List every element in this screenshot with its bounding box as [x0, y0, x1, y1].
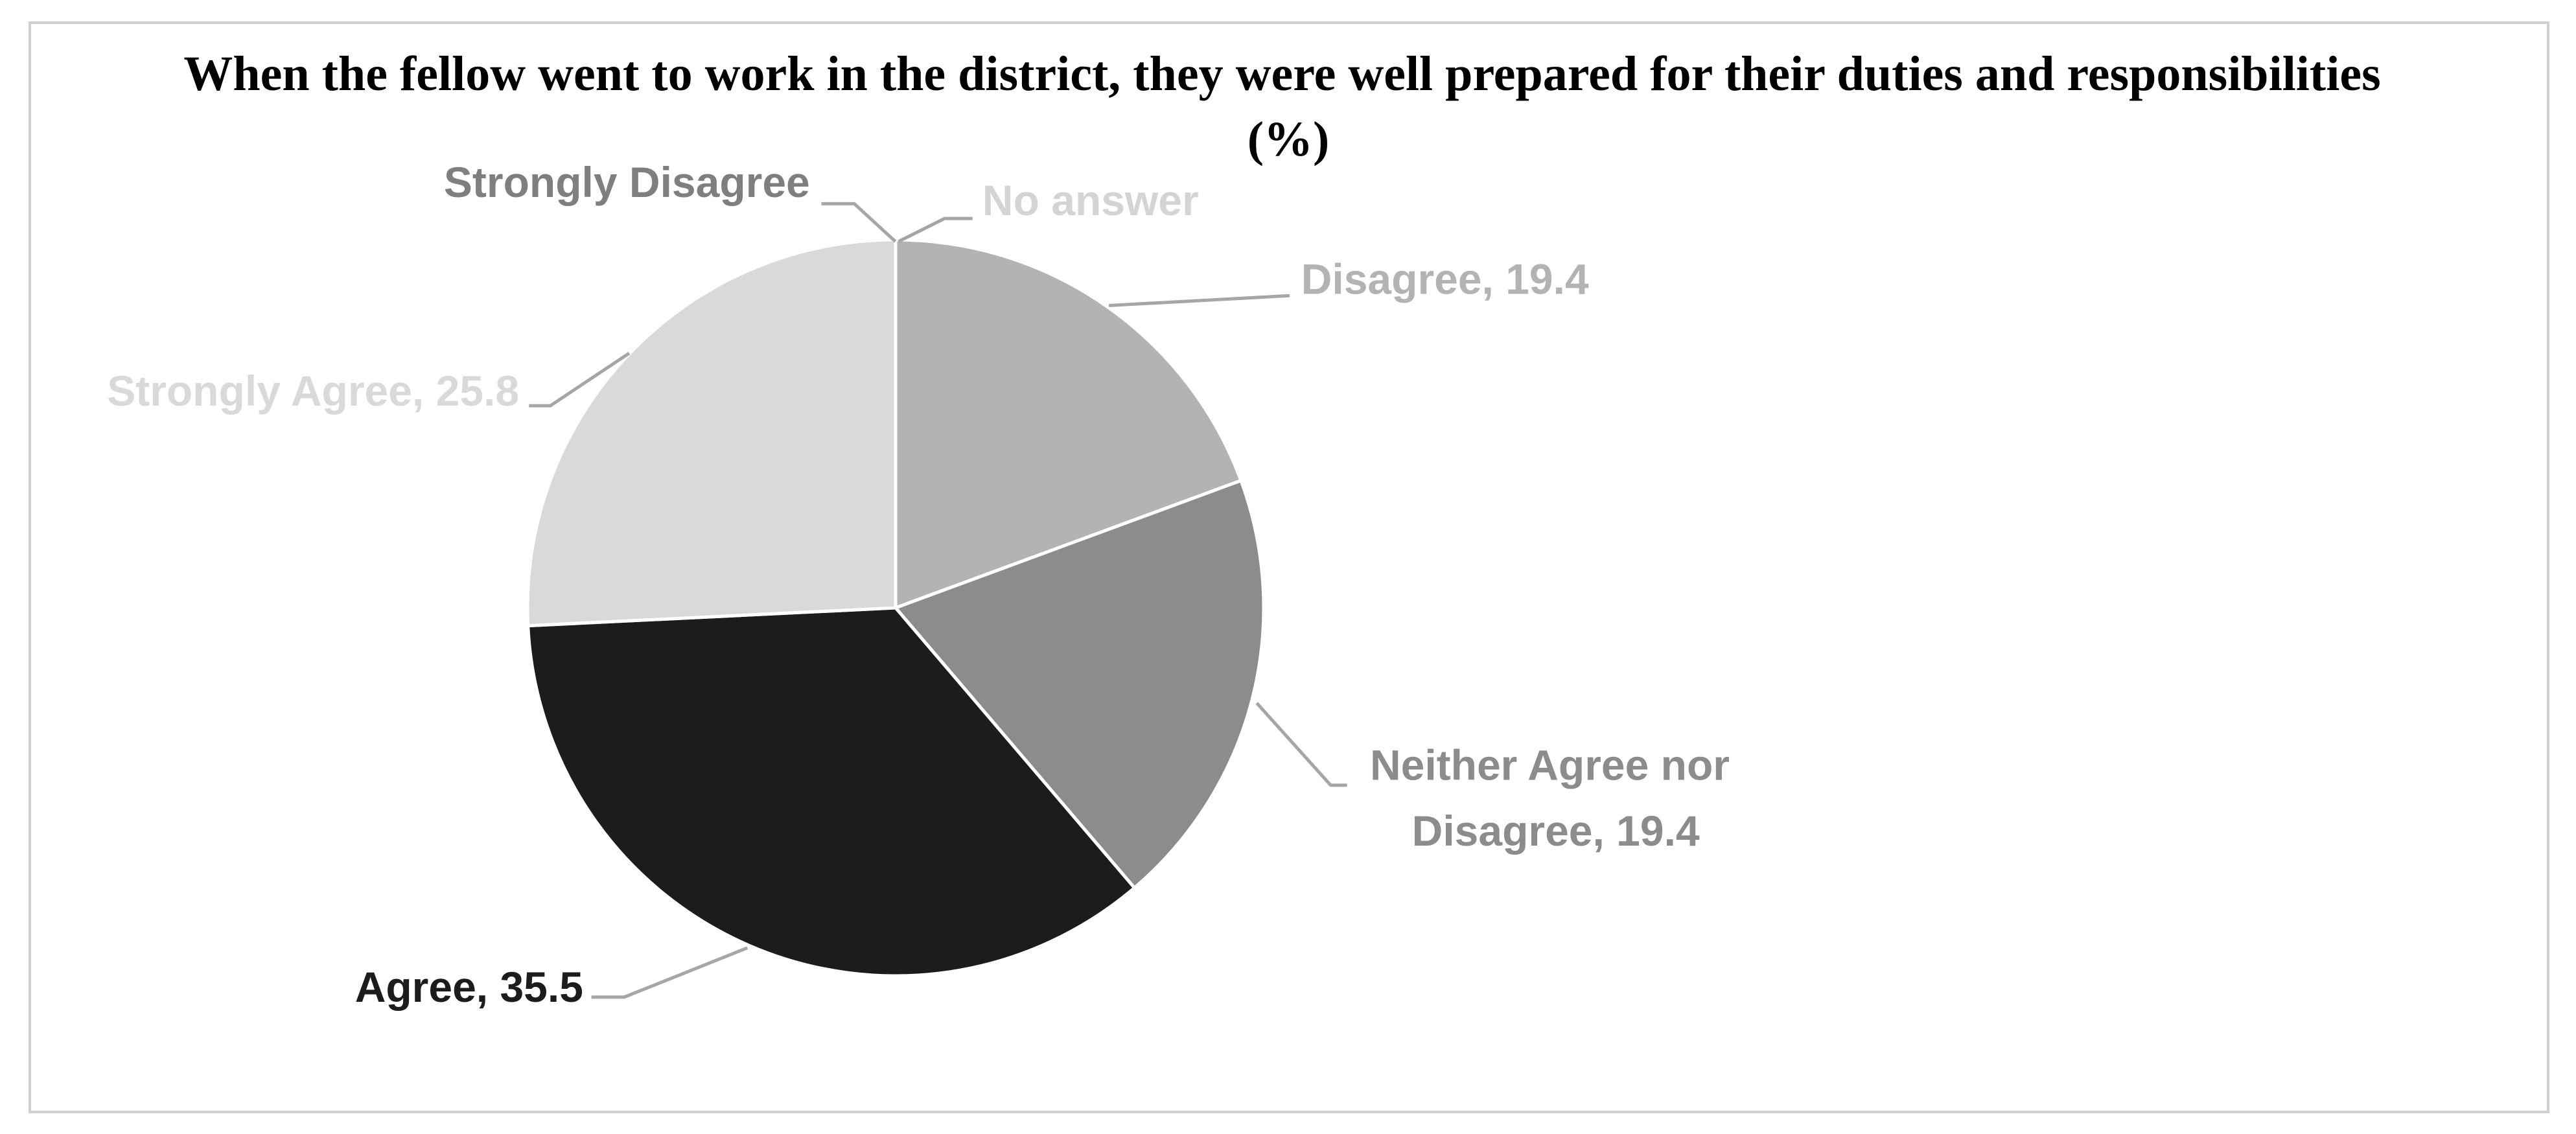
data-label: Disagree, 19.4 — [1301, 255, 1589, 303]
leader-line — [591, 946, 748, 999]
data-label: Neither Agree nor Disagree, 19.4 — [1370, 741, 1741, 855]
leader-line — [1108, 294, 1290, 308]
pie-slice — [526, 606, 1137, 978]
data-label: No answer — [982, 176, 1199, 224]
data-label: Strongly Agree, 25.8 — [107, 367, 519, 415]
pie-slice — [894, 238, 1244, 610]
leader-line — [898, 216, 973, 243]
data-label: Strongly Disagree — [444, 158, 810, 206]
data-label: Agree, 35.5 — [355, 963, 583, 1011]
leader-line — [529, 351, 631, 408]
chart-title: When the fellow went to work in the dist… — [183, 47, 2393, 167]
leader-line — [821, 202, 897, 243]
leader-line — [1255, 702, 1347, 787]
pie-slice — [892, 478, 1266, 890]
chart-border — [29, 21, 2549, 1113]
